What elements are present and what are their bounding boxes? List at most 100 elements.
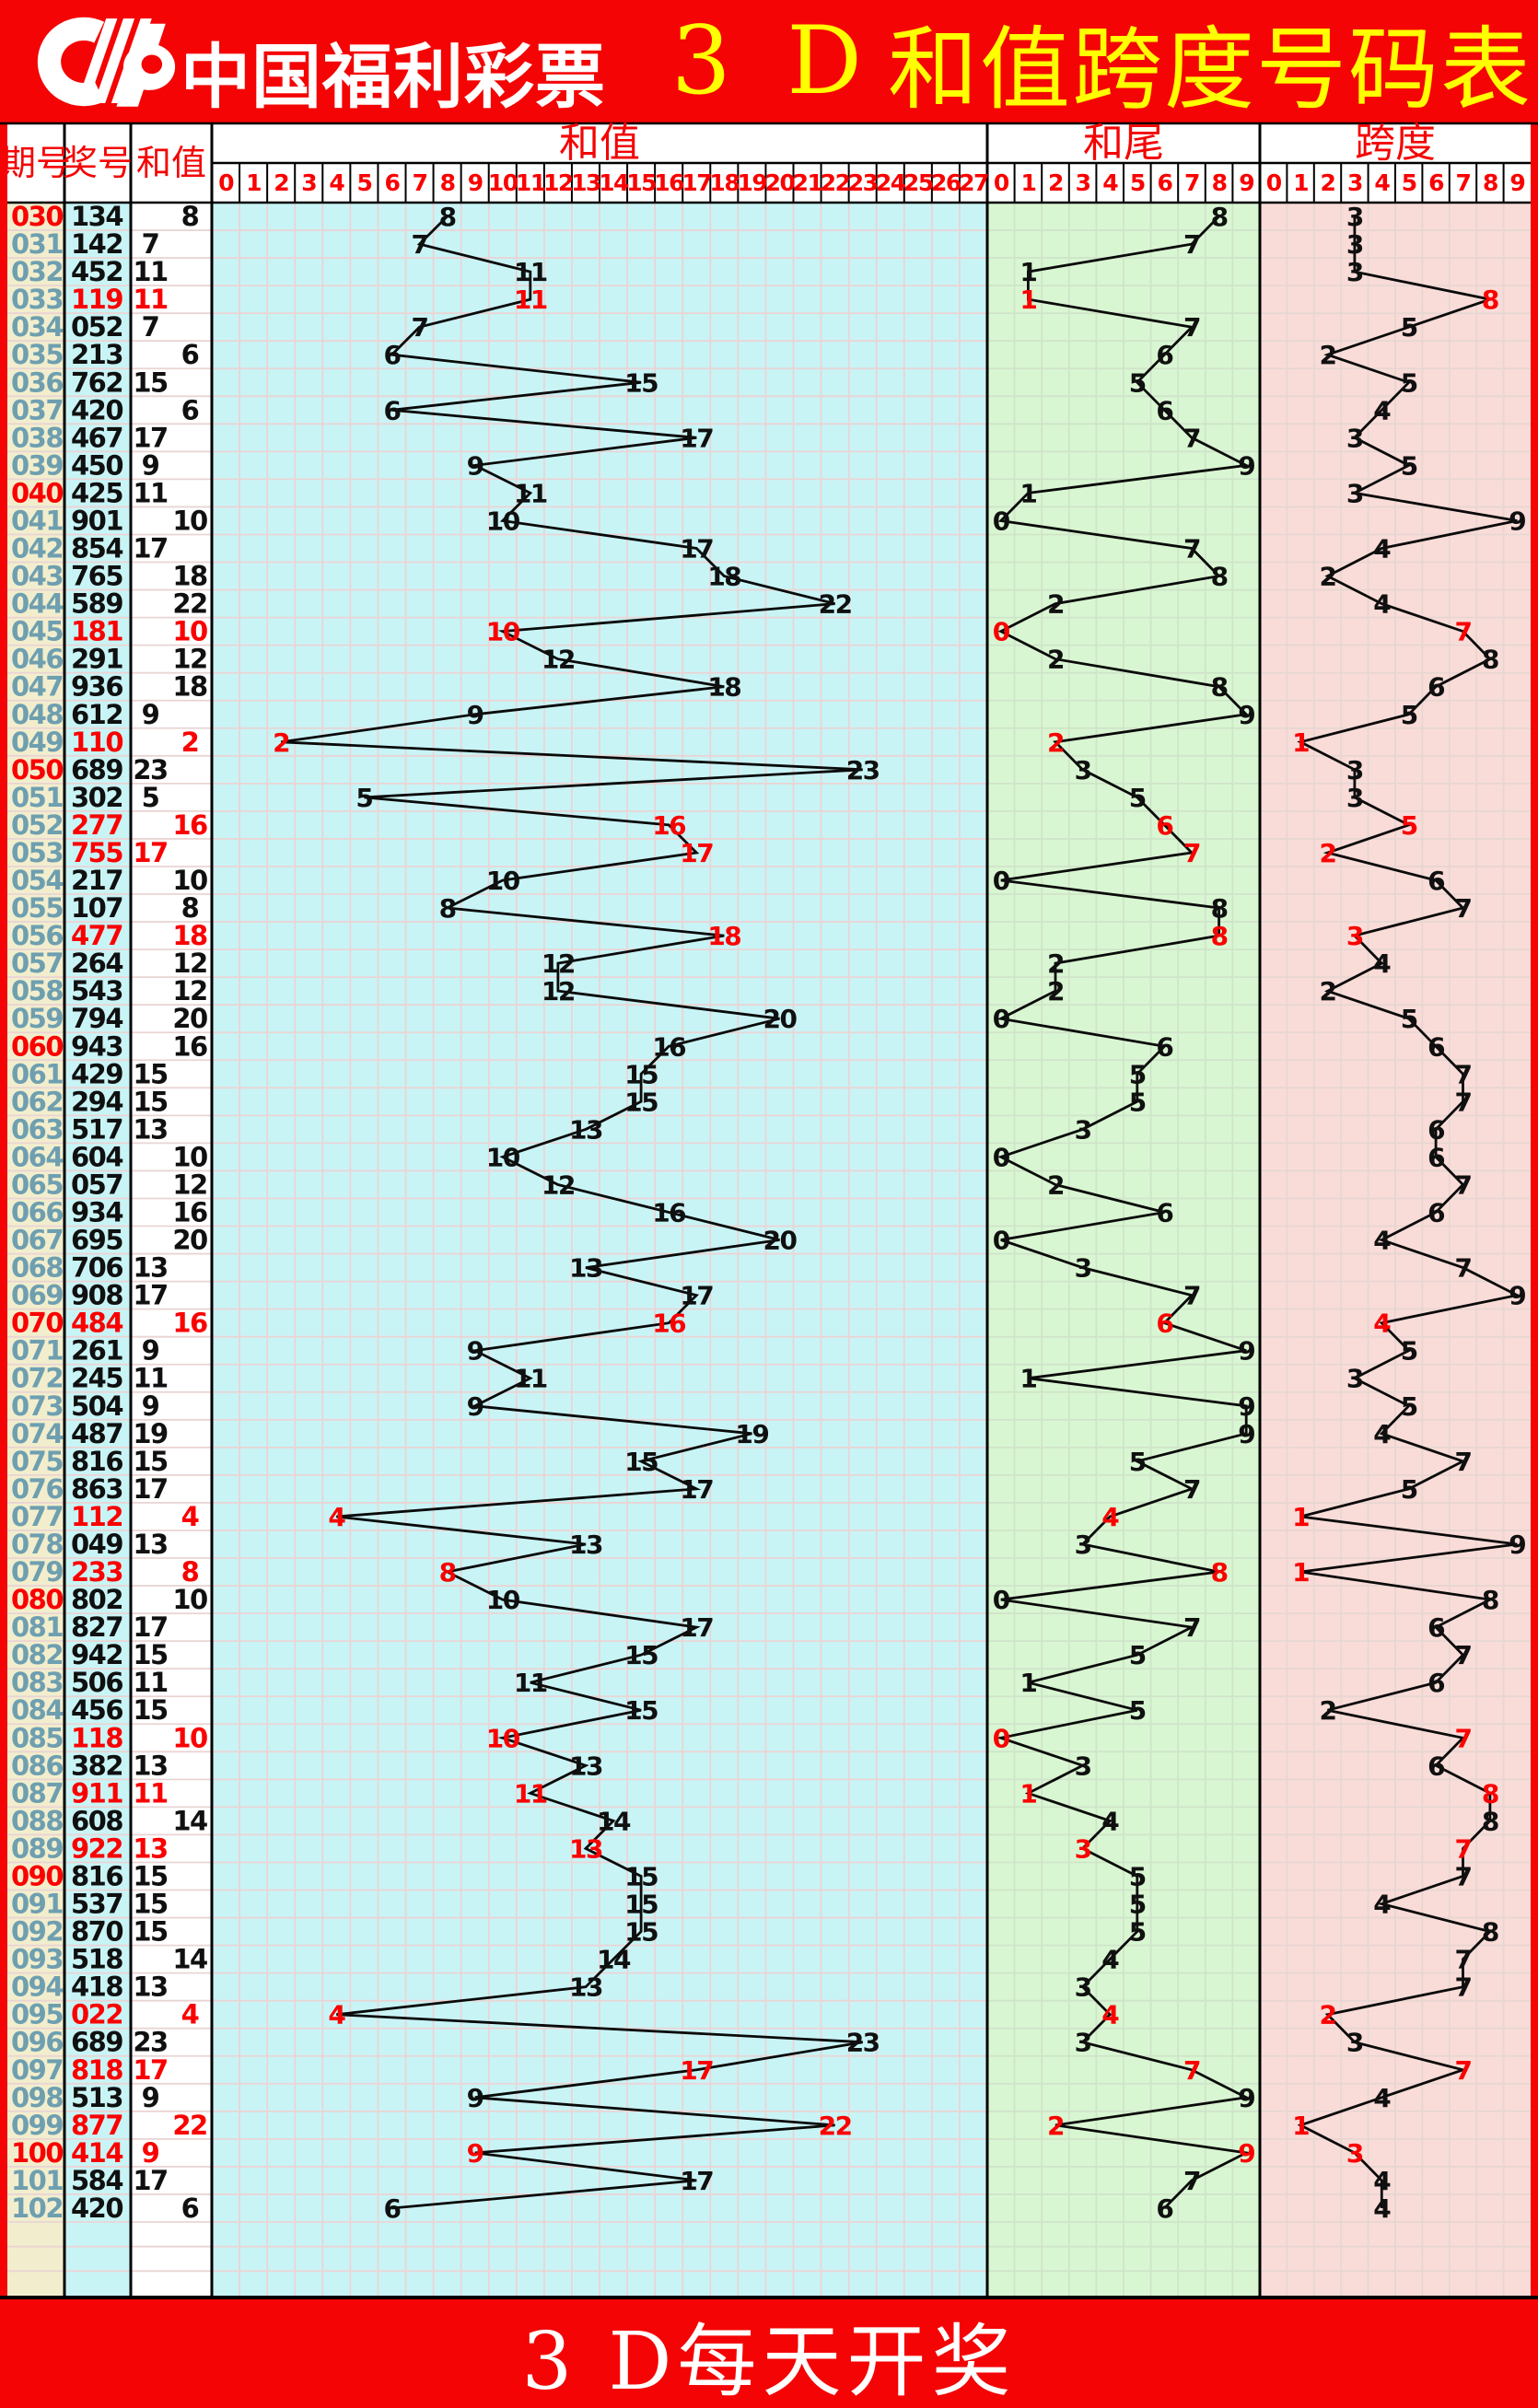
tail-point: 7	[1183, 2055, 1200, 2086]
span-point: 5	[1401, 450, 1417, 481]
period-cell: 095	[11, 1999, 63, 2030]
sum-point: 9	[467, 700, 484, 730]
period-cell: 043	[11, 561, 63, 592]
sum-point: 9	[467, 450, 484, 481]
tail-point: 9	[1238, 700, 1254, 730]
span-point: 6	[1427, 866, 1444, 896]
number-cell: 057	[71, 1169, 122, 1200]
span-point: 6	[1427, 1612, 1444, 1643]
sum-point: 15	[624, 367, 658, 398]
sum-point: 13	[569, 1114, 602, 1145]
sum-cell: 16	[172, 1308, 207, 1339]
tail-point: 3	[1075, 1530, 1091, 1560]
sum-point: 14	[597, 1806, 631, 1836]
scale-label: 5	[1130, 169, 1145, 196]
sum-point: 13	[569, 1530, 602, 1560]
period-cell: 048	[11, 699, 63, 730]
period-cell: 081	[11, 1611, 63, 1643]
sum-point: 11	[514, 1364, 547, 1394]
number-cell: 112	[71, 1501, 122, 1532]
tail-point: 7	[1183, 534, 1200, 564]
sum-point: 9	[467, 1336, 484, 1367]
sum-cell: 15	[133, 1446, 168, 1477]
sum-cell: 12	[172, 1169, 206, 1200]
panel-span-label: 跨度	[1355, 120, 1436, 167]
scale-label: 8	[1483, 169, 1497, 196]
sum-point: 16	[652, 1198, 685, 1228]
sum-cell: 15	[133, 1889, 168, 1920]
sum-cell: 17	[133, 1473, 167, 1505]
span-point: 5	[1401, 367, 1417, 398]
period-cell: 068	[11, 1252, 63, 1284]
sum-cell: 17	[133, 422, 167, 453]
sum-cell: 8	[181, 1556, 199, 1588]
number-cell: 302	[71, 782, 122, 813]
sum-cell: 15	[133, 1639, 168, 1670]
sum-cell: 12	[172, 975, 206, 1006]
period-cell: 055	[11, 892, 63, 924]
sum-point: 15	[624, 1890, 658, 1920]
cell-texts: 0 1 2 3 4 5 6 7 8 9 101112131415161718192021222324…	[11, 169, 1527, 2224]
period-cell: 060	[11, 1030, 63, 1062]
sum-point: 10	[486, 506, 520, 536]
span-point: 7	[1455, 1833, 1472, 1864]
period-cell: 031	[11, 228, 63, 260]
period-cell: 047	[11, 671, 63, 703]
scale-label: 4	[329, 169, 344, 196]
number-cell: 052	[71, 311, 122, 343]
span-point: 8	[1482, 285, 1498, 315]
span-point: 7	[1455, 617, 1472, 647]
scale-label: 17	[682, 169, 711, 196]
sum-point: 15	[624, 1447, 658, 1477]
span-point: 4	[1373, 2083, 1391, 2113]
sum-point: 5	[355, 783, 372, 813]
tail-point: 9	[1238, 2138, 1254, 2169]
sum-point: 13	[569, 1253, 602, 1284]
sum-point: 17	[680, 2166, 713, 2196]
tail-point: 0	[993, 1226, 1010, 1256]
period-cell: 038	[11, 422, 63, 453]
scale-label: 18	[709, 169, 739, 196]
sum-cell: 17	[133, 837, 167, 868]
sum-cell: 22	[172, 2110, 206, 2141]
tail-point: 8	[1211, 672, 1228, 703]
period-cell: 076	[11, 1473, 63, 1505]
sum-point: 18	[707, 562, 740, 592]
sum-point: 17	[680, 838, 713, 868]
period-cell: 101	[11, 2165, 63, 2196]
sum-point: 11	[514, 285, 547, 315]
span-point: 3	[1346, 423, 1363, 453]
span-point: 2	[1320, 2000, 1336, 2030]
period-cell: 099	[11, 2110, 63, 2141]
panel-tail-label: 和尾	[1083, 120, 1164, 167]
number-cell: 612	[71, 699, 122, 730]
tail-point: 2	[1047, 976, 1064, 1006]
number-column-bg	[64, 203, 131, 2296]
sum-point: 22	[819, 2111, 852, 2141]
sum-cell: 4	[181, 1501, 199, 1532]
tail-point: 4	[1101, 1806, 1119, 1836]
period-cell: 061	[11, 1058, 63, 1089]
sum-point: 18	[707, 921, 740, 951]
sum-point: 6	[383, 2193, 400, 2224]
span-point: 4	[1373, 1890, 1391, 1920]
span-point: 6	[1427, 1668, 1444, 1698]
scale-label: 27	[959, 169, 988, 196]
sum-point: 10	[486, 1723, 520, 1753]
span-point: 7	[1455, 1087, 1472, 1117]
span-point: 9	[1509, 1281, 1525, 1311]
period-cell: 050	[11, 754, 63, 785]
period-cell: 040	[11, 477, 63, 508]
number-cell: 264	[71, 948, 122, 979]
sum-point: 8	[439, 202, 456, 232]
tail-point: 3	[1075, 1751, 1091, 1781]
period-cell: 069	[11, 1280, 63, 1311]
sum-cell: 17	[133, 2165, 167, 2196]
number-cell: 870	[71, 1916, 122, 1948]
span-point: 5	[1401, 312, 1417, 343]
sum-cell: 13	[133, 1529, 167, 1560]
panel-sum-label: 和值	[559, 120, 640, 167]
tail-point: 2	[1047, 2111, 1064, 2141]
sum-point: 20	[763, 1226, 797, 1256]
tail-point: 3	[1075, 1972, 1091, 2003]
